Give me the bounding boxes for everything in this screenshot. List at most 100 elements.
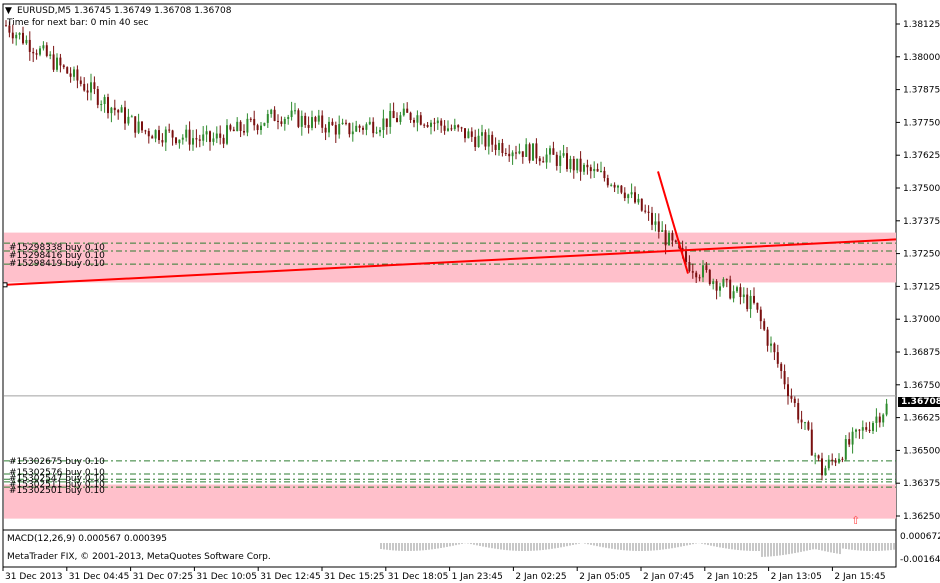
macd-bar (515, 543, 517, 551)
candle-body (504, 152, 507, 154)
order-label[interactable]: #15302511 buy 0.10 (9, 480, 105, 490)
candle-body (334, 125, 337, 135)
candle-body (579, 158, 582, 172)
macd-bar (851, 543, 853, 550)
candle-body (498, 143, 500, 150)
candle-body (120, 107, 123, 113)
order-label[interactable]: #15302501 buy 0.10 (9, 486, 105, 496)
macd-bar (758, 543, 760, 551)
candle (127, 108, 130, 126)
candle-body (389, 110, 392, 127)
macd-bar (872, 543, 874, 551)
macd-bar (836, 543, 838, 554)
candle-body (746, 294, 749, 310)
candle-body (260, 125, 262, 131)
candle (797, 398, 800, 424)
candle (827, 455, 830, 471)
macd-bar (440, 543, 442, 548)
candle (198, 134, 201, 148)
macd-bar (686, 543, 688, 546)
candle-body (793, 398, 796, 404)
candle-body (11, 32, 14, 39)
candle (328, 117, 330, 138)
macd-bar (617, 543, 619, 550)
macd-bar (497, 543, 499, 550)
candle (464, 128, 466, 143)
candle (521, 151, 524, 164)
candle-body (443, 125, 446, 131)
candle (715, 279, 718, 300)
macd-bar (554, 543, 556, 549)
candle (657, 213, 660, 239)
candle (76, 65, 79, 89)
candle (528, 142, 531, 164)
candle (861, 420, 864, 440)
candle (236, 117, 239, 132)
candle-body (209, 131, 211, 142)
candle (566, 146, 568, 172)
chart-menu-triangle-icon[interactable]: ▼ (5, 6, 12, 16)
time-tick-label: 31 Dec 12:45 (260, 572, 321, 582)
candle-body (314, 117, 317, 122)
candle-body (661, 230, 664, 232)
candle (525, 138, 528, 158)
trendline-short (657, 171, 689, 274)
candle-body (851, 431, 854, 445)
order-label[interactable]: #15298338 buy 0.10 (9, 243, 105, 253)
candle-body (603, 170, 606, 179)
candle-body (35, 53, 38, 55)
candle (62, 64, 65, 70)
macd-bar (794, 543, 796, 554)
macd-bar (419, 543, 421, 551)
order-label[interactable]: #15302576 buy 0.10 (9, 468, 105, 478)
candle (453, 118, 456, 131)
candle-body (433, 122, 436, 124)
candle (562, 144, 565, 158)
candle (753, 287, 755, 305)
macd-bar (773, 543, 775, 557)
candle (239, 120, 242, 138)
macd-bar (803, 543, 805, 552)
candle-body (566, 153, 568, 170)
macd-bar (602, 543, 604, 548)
candle (28, 31, 31, 61)
candle-body (185, 129, 188, 138)
candle (671, 230, 674, 247)
candle-body (192, 138, 194, 145)
candle-body (467, 131, 470, 139)
candle-body (83, 83, 86, 91)
macd-bar (845, 543, 847, 549)
candle-body (712, 281, 715, 284)
macd-bar (821, 543, 823, 551)
candle-body (368, 121, 371, 125)
candle (535, 138, 538, 164)
order-label[interactable]: #15302675 buy 0.10 (9, 457, 105, 467)
candle-body (154, 130, 157, 139)
candle (596, 163, 599, 172)
candle (702, 260, 704, 283)
candle (164, 126, 167, 151)
candle (192, 129, 194, 151)
price-tick-label: 1.37000 (903, 315, 940, 325)
candle (66, 66, 69, 74)
candle-body (722, 279, 725, 287)
macd-bar (626, 543, 628, 551)
candle (804, 421, 806, 431)
order-label[interactable]: #15298416 buy 0.10 (9, 251, 105, 261)
order-label[interactable]: #15298419 buy 0.10 (9, 259, 105, 269)
candle-body (841, 458, 844, 460)
candle-body (151, 136, 154, 139)
candle-body (878, 416, 881, 423)
candle (555, 151, 558, 171)
candle (722, 277, 725, 288)
candle-body (535, 143, 538, 159)
candle-body (79, 80, 82, 84)
macd-bar (590, 543, 592, 545)
candle (56, 53, 58, 72)
order-label[interactable]: #15302547 buy 0.10 (9, 474, 105, 484)
macd-bar (416, 543, 418, 551)
candle (841, 456, 844, 463)
macd-bar (500, 543, 502, 550)
candle (290, 101, 293, 121)
